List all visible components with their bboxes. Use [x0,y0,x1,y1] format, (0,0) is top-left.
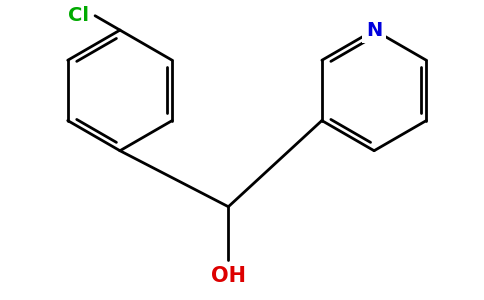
Text: Cl: Cl [68,6,90,25]
Text: N: N [366,21,382,40]
Text: OH: OH [211,266,246,286]
